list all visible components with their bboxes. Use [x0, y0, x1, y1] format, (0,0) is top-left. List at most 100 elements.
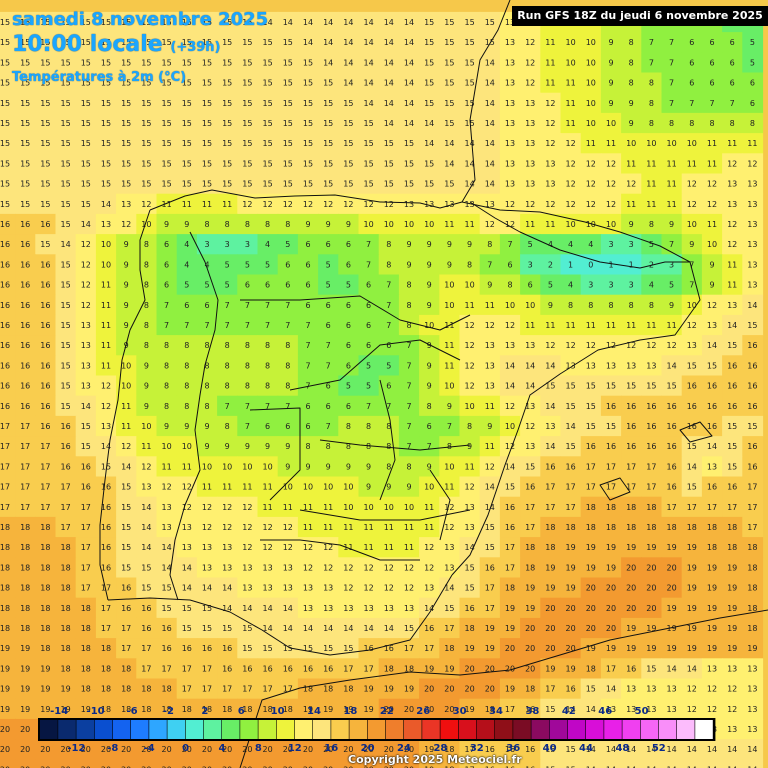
temperature-cell — [641, 557, 663, 579]
temperature-cell — [156, 213, 178, 235]
temperature-cell — [398, 557, 420, 579]
temperature-cell — [318, 739, 339, 760]
temperature-cell — [419, 698, 440, 720]
temperature-cell — [196, 234, 218, 255]
temperature-value: 15 — [141, 99, 151, 108]
temperature-cell — [75, 516, 97, 538]
temperature-cell — [358, 759, 380, 768]
temperature-cell — [35, 173, 57, 195]
temperature-value: 7 — [669, 79, 674, 88]
temperature-cell — [520, 92, 541, 114]
temperature-cell — [75, 577, 97, 599]
temperature-value: 16 — [20, 240, 30, 249]
temperature-cell — [479, 375, 501, 397]
temperature-cell — [459, 557, 481, 579]
temperature-value: 15 — [61, 58, 71, 67]
temperature-cell — [156, 274, 178, 296]
temperature-cell — [742, 32, 764, 53]
temperature-value: 8 — [669, 119, 674, 128]
temperature-cell — [681, 759, 703, 768]
temperature-value: 15 — [202, 38, 212, 47]
temperature-cell — [257, 436, 279, 457]
temperature-cell — [520, 759, 541, 768]
temperature-cell — [297, 173, 319, 195]
temperature-value: 13 — [505, 18, 515, 27]
temperature-cell — [621, 415, 642, 437]
temperature-cell — [681, 516, 703, 538]
temperature-cell — [722, 516, 743, 538]
temperature-cell — [580, 698, 602, 720]
temperature-cell — [35, 112, 57, 134]
temperature-cell — [277, 395, 299, 417]
temperature-cell — [176, 739, 198, 760]
temperature-cell — [116, 314, 137, 336]
temperature-cell — [338, 557, 360, 579]
temperature-value: 12 — [707, 200, 717, 209]
temperature-value: 6 — [750, 99, 755, 108]
temperature-cell — [520, 698, 541, 720]
temperature-value: 10 — [646, 139, 656, 148]
temperature-value: 15 — [283, 159, 293, 168]
temperature-cell — [641, 133, 663, 154]
temperature-cell — [257, 11, 279, 33]
temperature-cell — [55, 72, 77, 94]
temperature-cell — [701, 294, 723, 316]
temperature-cell — [156, 52, 178, 74]
temperature-cell — [560, 739, 582, 760]
temperature-cell — [196, 52, 218, 74]
temperature-cell — [520, 678, 541, 700]
temperature-cell — [217, 153, 238, 175]
temperature-cell — [378, 133, 400, 154]
temperature-cell — [641, 597, 663, 619]
temperature-cell — [722, 496, 743, 518]
temperature-cell — [540, 577, 562, 599]
temperature-value: 12 — [566, 159, 576, 168]
temperature-value: 15 — [0, 99, 10, 108]
temperature-cell — [176, 516, 198, 538]
legend-swatch — [422, 720, 440, 739]
temperature-cell — [277, 678, 299, 700]
temperature-cell — [136, 739, 158, 760]
temperature-cell — [722, 355, 743, 377]
temperature-value: 12 — [81, 240, 91, 249]
temperature-cell — [459, 516, 481, 538]
temperature-cell — [156, 658, 178, 680]
temperature-cell — [358, 11, 380, 33]
temperature-value: 15 — [121, 159, 131, 168]
temperature-cell — [75, 274, 97, 296]
temperature-cell — [378, 597, 400, 619]
temperature-cell — [15, 153, 36, 175]
temperature-cell — [217, 516, 238, 538]
temperature-cell — [560, 415, 582, 437]
temperature-value: 15 — [303, 139, 313, 148]
temperature-value: 11 — [646, 180, 656, 189]
temperature-value: 14 — [485, 79, 495, 88]
temperature-value: 6 — [750, 79, 755, 88]
temperature-cell — [459, 476, 481, 498]
temperature-cell — [499, 415, 521, 437]
temperature-cell — [621, 557, 642, 579]
temperature-value: 13 — [525, 119, 535, 128]
temperature-cell — [338, 11, 360, 33]
temperature-cell — [156, 234, 178, 255]
temperature-cell — [701, 537, 723, 558]
legend-tick-label: 48 — [615, 743, 629, 754]
temperature-cell — [95, 335, 117, 356]
temperature-value: 15 — [364, 119, 374, 128]
temperature-value: 14 — [323, 18, 333, 27]
temperature-cell — [621, 395, 642, 417]
temperature-cell — [600, 32, 622, 53]
temperature-value: 11 — [667, 180, 677, 189]
temperature-cell — [479, 698, 501, 720]
temperature-cell — [661, 193, 683, 215]
temperature-cell — [520, 52, 541, 74]
temperature-value: 15 — [182, 99, 192, 108]
temperature-value: 12 — [545, 99, 555, 108]
temperature-value: 15 — [101, 180, 111, 189]
temperature-cell — [257, 375, 279, 397]
temperature-cell — [116, 294, 137, 316]
temperature-value: 9 — [629, 220, 634, 229]
temperature-value: 15 — [303, 159, 313, 168]
temperature-cell — [621, 537, 642, 558]
temperature-cell — [196, 254, 218, 276]
